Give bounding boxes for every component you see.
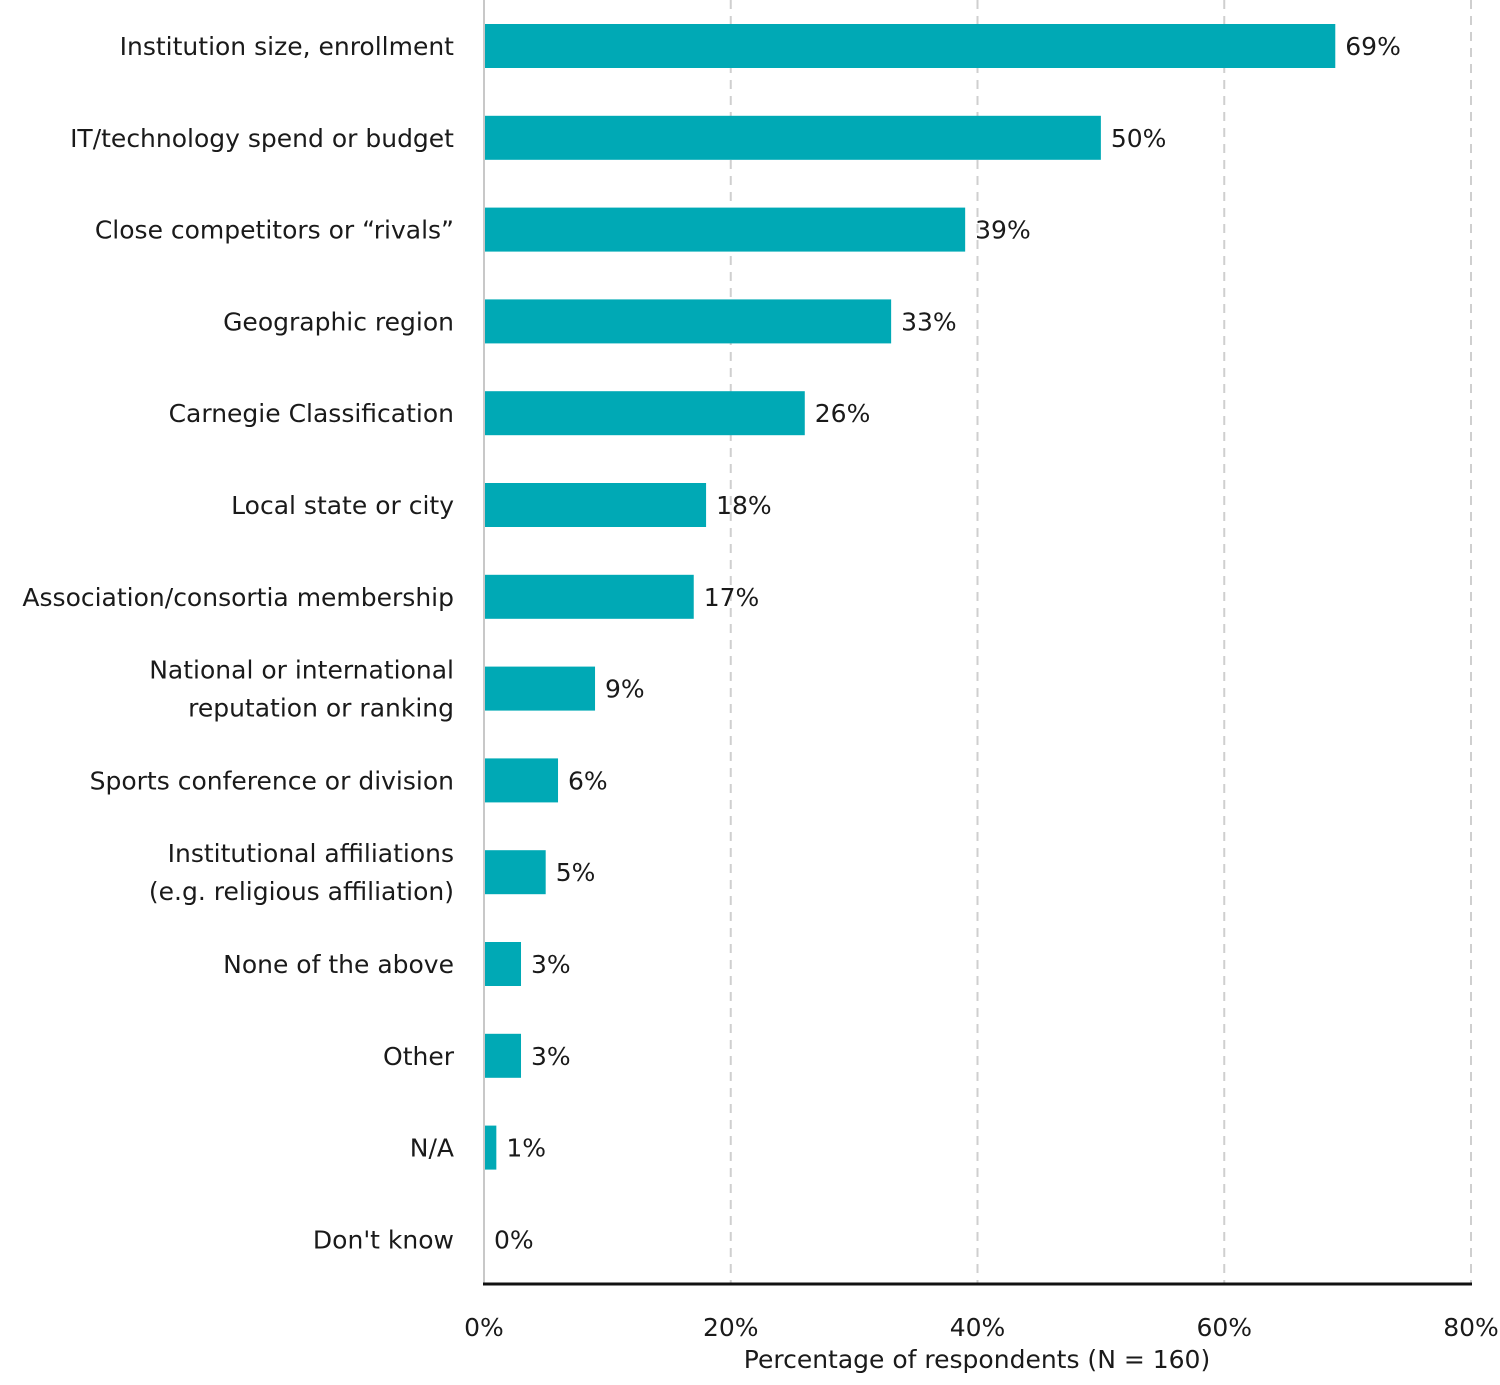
value-label-1: 50% — [1111, 124, 1167, 153]
category-label-4: Carnegie Classification — [169, 399, 454, 428]
value-label-13: 0% — [494, 1225, 534, 1254]
value-label-8: 6% — [568, 766, 608, 795]
x-tick-label-0: 0% — [464, 1313, 504, 1342]
bar-1 — [484, 115, 1101, 160]
category-label-1: IT/technology spend or budget — [70, 124, 454, 153]
bar-2 — [484, 207, 966, 252]
bar-12 — [484, 1125, 497, 1170]
value-label-0: 69% — [1345, 32, 1401, 61]
value-label-6: 17% — [704, 583, 760, 612]
bar-0 — [484, 24, 1336, 68]
value-label-3: 33% — [901, 307, 957, 336]
category-label-13: Don't know — [313, 1225, 454, 1254]
value-labels: 69% 50% 39% 33% 26% 18% 17% 9% 6% 5% 3% 3% 1% 0% — [494, 32, 1401, 1254]
bar-5 — [484, 483, 707, 527]
bar-4 — [484, 391, 805, 436]
bar-11 — [484, 1033, 522, 1078]
bars — [484, 24, 1336, 1170]
category-label-10: None of the above — [223, 950, 454, 979]
x-tick-label-80: 80% — [1443, 1313, 1499, 1342]
category-labels: Institution size, enrollment IT/technolog… — [22, 32, 454, 1254]
category-label-7: National or international reputation or r… — [149, 656, 454, 723]
bar-10 — [484, 942, 522, 986]
category-label-11: Other — [383, 1042, 455, 1071]
bar-9 — [484, 850, 546, 895]
category-label-0: Institution size, enrollment — [120, 32, 455, 61]
value-label-11: 3% — [531, 1042, 571, 1071]
x-tick-label-40: 40% — [950, 1313, 1006, 1342]
value-label-4: 26% — [815, 399, 871, 428]
category-label-9: Institutional affiliations (e.g. religiou… — [149, 839, 454, 906]
value-label-7: 9% — [605, 675, 645, 704]
category-label-6: Association/consortia membership — [22, 583, 454, 612]
category-label-2: Close competitors or “rivals” — [95, 216, 454, 245]
category-label-12: N/A — [410, 1134, 454, 1163]
x-tick-label-60: 60% — [1196, 1313, 1252, 1342]
bar-7 — [484, 666, 596, 711]
bar-6 — [484, 574, 694, 619]
bar-8 — [484, 758, 559, 803]
value-label-10: 3% — [531, 950, 571, 979]
value-label-5: 18% — [716, 491, 772, 520]
x-axis: 0% 20% 40% 60% 80% — [464, 0, 1499, 1342]
bar-3 — [484, 299, 892, 344]
category-label-5: Local state or city — [231, 491, 454, 520]
x-axis-title: Percentage of respondents (N = 160) — [744, 1345, 1210, 1374]
category-label-8: Sports conference or division — [90, 766, 454, 795]
value-label-12: 1% — [506, 1134, 546, 1163]
category-label-3: Geographic region — [223, 307, 454, 336]
value-label-9: 5% — [556, 858, 596, 887]
gridlines — [729, 0, 1472, 1284]
x-tick-label-20: 20% — [703, 1313, 759, 1342]
value-label-2: 39% — [975, 216, 1031, 245]
